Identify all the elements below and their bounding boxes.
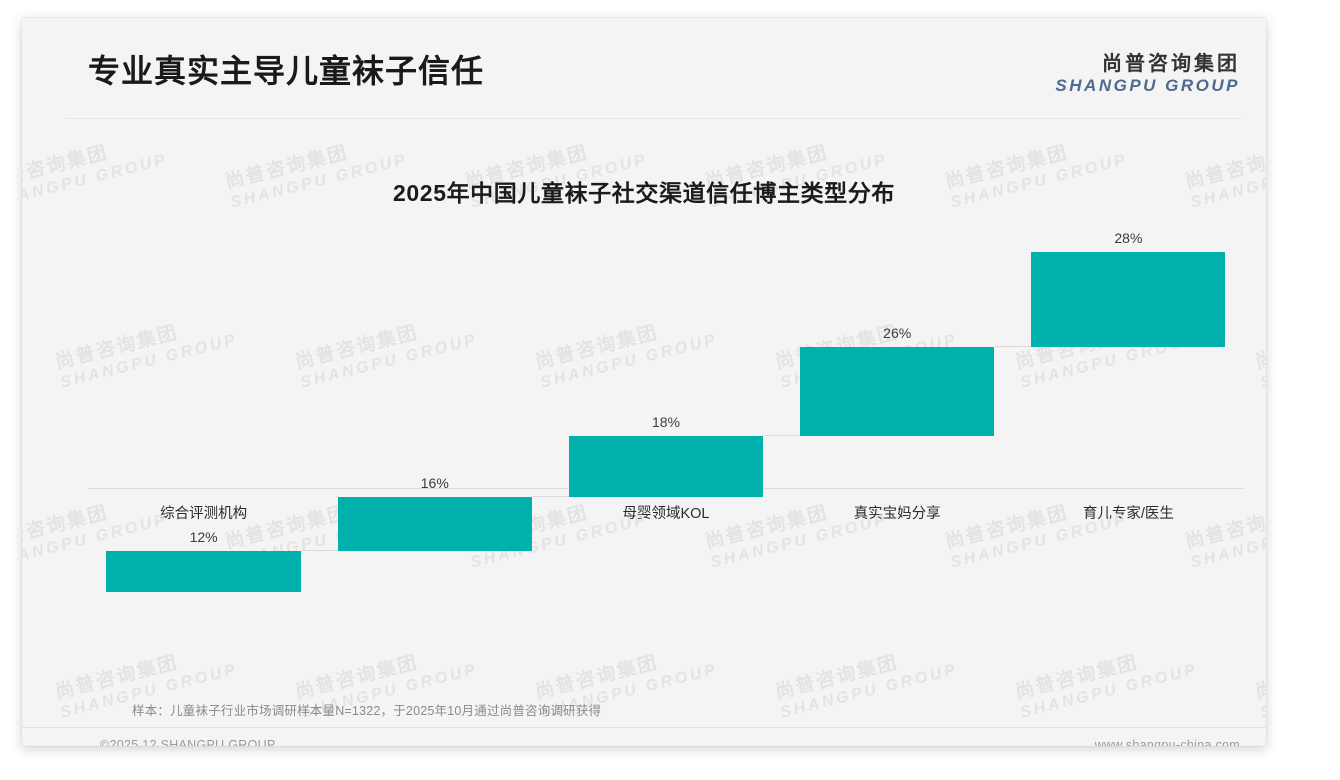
footer-divider xyxy=(22,727,1266,728)
chart-bar-value-label: 12% xyxy=(189,529,218,546)
slide-footer: ©2025.12 SHANGPU GROUP www.shangpu-china… xyxy=(22,728,1266,746)
chart-bar-value-label: 26% xyxy=(883,325,912,342)
brand-name-cn: 尚普咨询集团 xyxy=(1102,53,1240,75)
watermark-text-en: SHANGPU GROUP xyxy=(778,661,960,722)
chart-bar-value-label: 18% xyxy=(651,413,680,430)
header-divider xyxy=(66,118,1242,119)
chart-bar-value-label: 28% xyxy=(1114,230,1143,246)
chart-category-label: 真实宝妈分享 xyxy=(853,506,941,522)
chart-area: 2025年中国儿童袜子社交渠道信任博主类型分布 12% 16% 18% 26% 28% xyxy=(22,122,1266,662)
chart-footnote: 样本：儿童袜子行业市场调研样本量N=1322，于2025年10月通过尚普咨询调研… xyxy=(132,704,602,718)
chart-bar-group: 12% xyxy=(88,252,319,592)
chart-connector-line xyxy=(531,495,569,497)
copyright-text: ©2025.12 SHANGPU GROUP xyxy=(100,738,276,746)
chart-bar-group: 26% xyxy=(782,252,1013,592)
chart-connector-line xyxy=(994,346,1032,348)
slide-header: 专业真实主导儿童袜子信任 尚普咨询集团 SHANGPU GROUP xyxy=(22,18,1266,118)
chart-bar[interactable] xyxy=(337,496,532,552)
chart-bar-group: 16% xyxy=(319,252,550,592)
chart-category-label: 母婴领域KOL xyxy=(622,506,710,522)
brand-name-en: SHANGPU GROUP xyxy=(1055,75,1240,95)
chart-plot: 12% 16% 18% 26% 28% xyxy=(88,230,1244,592)
chart-bar[interactable] xyxy=(568,435,764,497)
chart-title: 2025年中国儿童袜子社交渠道信任博主类型分布 xyxy=(393,180,895,206)
page-title: 专业真实主导儿童袜子信任 xyxy=(88,53,485,89)
watermark-text-en: SHANGPU GROUP xyxy=(1258,661,1266,722)
brand-logo: 尚普咨询集团 SHANGPU GROUP xyxy=(1055,53,1240,95)
chart-bar-group: 18% xyxy=(550,252,781,592)
chart-bar-group: 28% xyxy=(1013,230,1244,592)
chart-bar[interactable] xyxy=(1031,252,1226,348)
chart-bar[interactable] xyxy=(800,347,995,436)
chart-connector-line xyxy=(763,434,801,436)
website-link[interactable]: www.shangpu-china.com xyxy=(1094,738,1240,746)
chart-connector-line xyxy=(300,550,338,552)
slide-canvas: 尚普咨询集团 SHANGPU GROUP 尚普咨询集团 SHANGPU GROUP 尚普… xyxy=(22,18,1266,746)
watermark-text-en: SHANGPU GROUP xyxy=(1018,661,1200,722)
chart-category-label: 综合评测机构 xyxy=(160,506,248,522)
chart-bar[interactable] xyxy=(106,551,301,592)
chart-bar-value-label: 16% xyxy=(420,474,449,491)
chart-category-label: 育儿专家/医生 xyxy=(1082,506,1174,522)
